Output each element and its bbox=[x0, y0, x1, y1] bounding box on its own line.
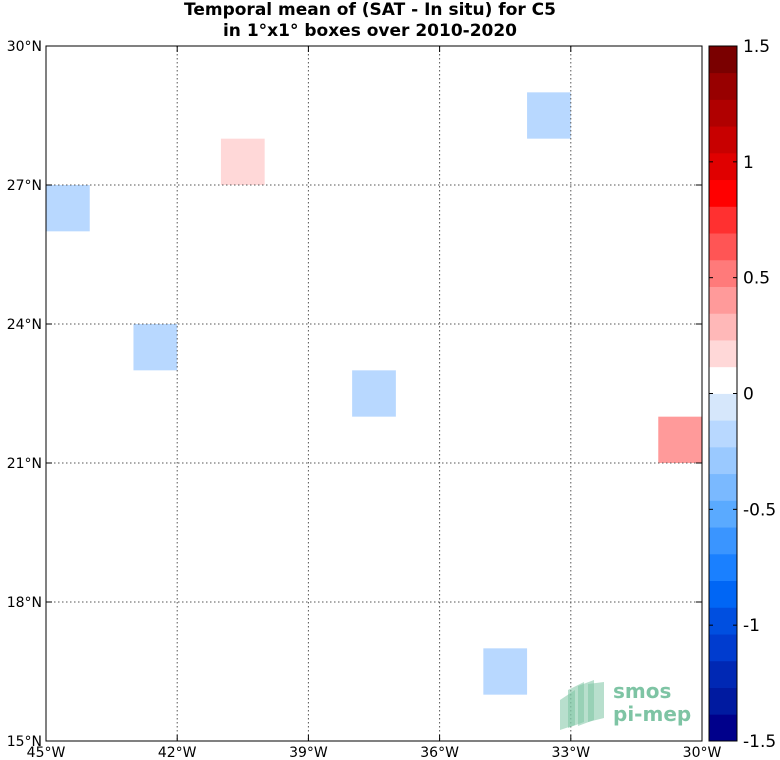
heatmap-cell bbox=[658, 416, 702, 463]
heatmap-cell bbox=[527, 92, 571, 139]
x-tick-label: 30°W bbox=[683, 745, 722, 760]
x-tick-label: 39°W bbox=[289, 745, 328, 760]
colorbar-segment bbox=[709, 99, 737, 127]
x-tick-label: 45°W bbox=[27, 745, 66, 760]
colorbar-segment bbox=[709, 259, 737, 287]
colorbar-segment bbox=[709, 179, 737, 207]
x-tick-label: 33°W bbox=[551, 745, 590, 760]
colorbar-segment bbox=[709, 527, 737, 555]
colorbar-tick-label: -1 bbox=[743, 616, 760, 636]
colorbar-segment bbox=[709, 393, 737, 421]
plot-frame bbox=[45, 45, 703, 742]
y-tick-label: 21°N bbox=[7, 456, 42, 472]
colorbar-segment bbox=[709, 72, 737, 100]
y-tick-label: 27°N bbox=[7, 178, 42, 194]
y-tick-label: 30°N bbox=[7, 39, 42, 55]
y-tick-label: 18°N bbox=[7, 595, 42, 611]
colorbar-tick-label: 1 bbox=[743, 153, 754, 173]
colorbar-segment bbox=[709, 687, 737, 715]
colorbar-segment bbox=[709, 660, 737, 688]
y-axis-ticks: 15°N 18°N 21°N 24°N 27°N 30°N bbox=[7, 39, 702, 750]
x-tick-label: 42°W bbox=[158, 745, 197, 760]
colorbar-segment bbox=[709, 46, 737, 74]
heatmap-cell bbox=[220, 138, 265, 185]
heatmap-cell bbox=[352, 370, 396, 417]
colorbar-tick-label: -0.5 bbox=[743, 500, 776, 520]
colorbar-segment bbox=[709, 233, 737, 261]
colorbar: 1.5 1 0.5 0 -0.5 -1 -1.5 bbox=[708, 37, 776, 752]
colorbar-segment bbox=[709, 446, 737, 475]
logo-text-line-2: pi-mep bbox=[613, 702, 691, 726]
colorbar-tick-label: -1.5 bbox=[743, 732, 776, 752]
colorbar-tick-label: 0.5 bbox=[743, 269, 770, 289]
chart-title-line-2: in 1°x1° boxes over 2010-2020 bbox=[222, 21, 518, 41]
colorbar-segment bbox=[709, 607, 737, 635]
gridlines bbox=[46, 46, 702, 741]
y-tick-label: 15°N bbox=[7, 734, 42, 750]
chart-title-line-1: Temporal mean of (SAT - In situ) for C5 bbox=[184, 0, 556, 20]
colorbar-segment bbox=[709, 340, 737, 368]
heatmap-cells bbox=[46, 92, 702, 695]
colorbar-segment bbox=[709, 206, 737, 234]
colorbar-segment bbox=[709, 366, 737, 394]
logo-text-line-1: smos bbox=[613, 679, 671, 703]
colorbar-tick-label: 1.5 bbox=[743, 37, 770, 57]
heatmap-cell bbox=[483, 648, 528, 695]
colorbar-segment bbox=[709, 500, 737, 528]
colorbar-segment bbox=[709, 313, 737, 341]
colorbar-segment bbox=[709, 152, 737, 181]
colorbar-segment bbox=[709, 126, 737, 154]
colorbar-segment bbox=[709, 420, 737, 448]
y-tick-label: 24°N bbox=[7, 317, 42, 333]
logo-wave-shape bbox=[588, 682, 604, 722]
colorbar-segment bbox=[709, 553, 737, 582]
x-tick-label: 36°W bbox=[420, 745, 459, 760]
colorbar-segment bbox=[709, 580, 737, 608]
colorbar-segment bbox=[709, 286, 737, 314]
colorbar-segment bbox=[709, 634, 737, 662]
heatmap-cell bbox=[46, 185, 90, 232]
x-axis-ticks: 45°W 42°W 39°W 36°W 33°W 30°W bbox=[27, 46, 722, 760]
colorbar-segment bbox=[709, 714, 737, 742]
colorbar-segment bbox=[709, 473, 737, 501]
colorbar-tick-label: 0 bbox=[743, 385, 754, 405]
heatmap-cell bbox=[133, 324, 178, 371]
